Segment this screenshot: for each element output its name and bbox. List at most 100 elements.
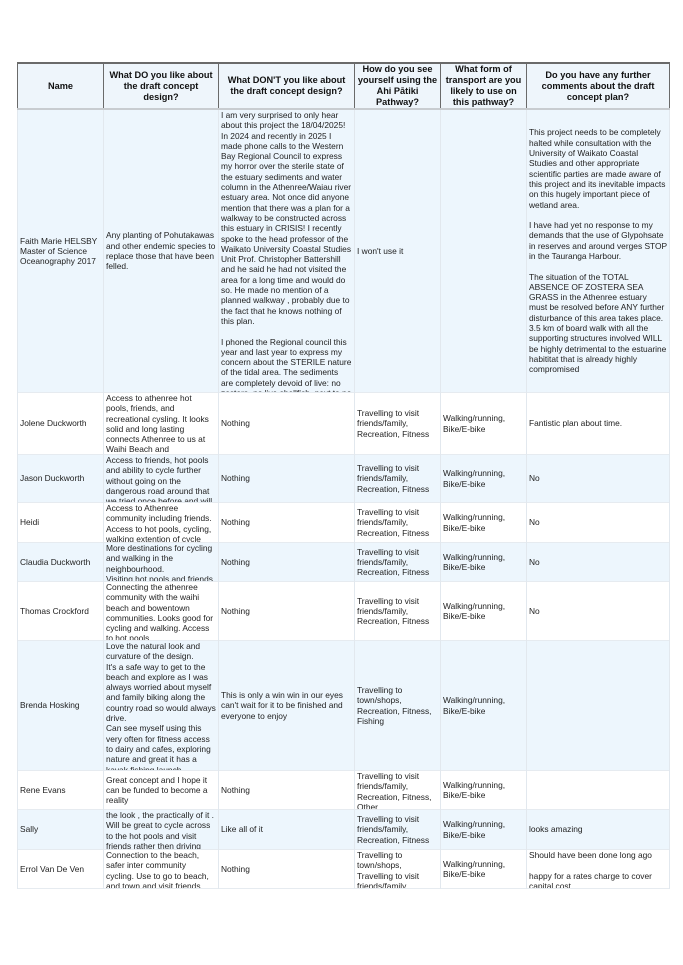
- comments-text: Fantistic plan about time.: [529, 418, 623, 429]
- cell-transport: Walking/running, Bike/E-bike: [440, 454, 527, 503]
- table-row: Thomas Crockford Connecting the athenree …: [17, 581, 670, 641]
- cell-dislike: This is only a win win in our eyes can't…: [218, 640, 355, 771]
- cell-dislike: Nothing: [218, 770, 355, 810]
- cell-comments: No: [526, 502, 670, 543]
- transport-text: Walking/running, Bike/E-bike: [443, 695, 506, 716]
- cell-like: Access to friends, hot pools and ability…: [103, 454, 219, 503]
- transport-text: Walking/running, Bike/E-bike: [443, 819, 506, 840]
- usage-text: Travelling to visit friends/family, Recr…: [357, 814, 430, 845]
- cell-name: Heidi: [17, 502, 104, 543]
- header-like: What DO you like about the draft concept…: [103, 62, 219, 110]
- usage-text: I won't use it: [357, 245, 404, 256]
- cell-usage: Travelling to visit friends/family, Recr…: [354, 770, 441, 810]
- cell-transport: Walking/running, Bike/E-bike: [440, 581, 527, 641]
- name-text: Claudia Duckworth: [20, 556, 91, 567]
- cell-dislike: Nothing: [218, 581, 355, 641]
- cell-like: Any planting of Pohutakawas and other en…: [103, 109, 219, 393]
- dislike-text: Nothing: [221, 863, 250, 874]
- like-text: Great concept and I hope it can be funde…: [106, 774, 208, 806]
- like-text: Access to friends, hot pools and ability…: [106, 455, 213, 502]
- name-text: Heidi: [20, 517, 40, 528]
- comments-text: looks amazing: [529, 824, 583, 835]
- cell-name: Faith Marie HELSBY Master of Science Oce…: [17, 109, 104, 393]
- table-row: Faith Marie HELSBY Master of Science Oce…: [17, 109, 670, 393]
- dislike-text: Nothing: [221, 556, 250, 567]
- name-text: Thomas Crockford: [20, 605, 89, 616]
- name-text: Jolene Duckworth: [20, 418, 87, 429]
- cell-transport: Walking/running, Bike/E-bike: [440, 502, 527, 543]
- name-text: Brenda Hosking: [20, 700, 80, 711]
- like-text: Love the natural look and curvature of t…: [106, 641, 216, 770]
- cell-dislike: Nothing: [218, 542, 355, 582]
- cell-transport: Walking/running, Bike/E-bike: [440, 809, 527, 850]
- like-text: Connecting the athenree community with t…: [106, 582, 214, 640]
- usage-text: Travelling to visit friends/family, Recr…: [357, 408, 430, 439]
- comments-text: No: [529, 517, 540, 528]
- cell-usage: Travelling to visit friends/family, Recr…: [354, 581, 441, 641]
- cell-comments: No: [526, 454, 670, 503]
- header-comments: Do you have any further comments about t…: [526, 62, 670, 110]
- transport-text: Walking/running, Bike/E-bike: [443, 512, 506, 533]
- cell-name: Errol Van De Ven: [17, 849, 104, 889]
- cell-name: Rene Evans: [17, 770, 104, 810]
- like-text: More destinations for cycling and walkin…: [106, 543, 216, 581]
- header-row: Name What DO you like about the draft co…: [17, 62, 670, 110]
- submissions-table: Name What DO you like about the draft co…: [17, 62, 670, 889]
- cell-like: Connection to the beach, safer inter com…: [103, 849, 219, 889]
- table-row: Brenda Hosking Love the natural look and …: [17, 640, 670, 771]
- usage-text: Travelling to visit friends/family, Recr…: [357, 463, 430, 494]
- dislike-text: Nothing: [221, 605, 250, 616]
- cell-usage: Travelling to visit friends/family, Recr…: [354, 809, 441, 850]
- cell-like: Access to Athenree community including f…: [103, 502, 219, 543]
- cell-usage: Travelling to visit friends/family, Recr…: [354, 392, 441, 455]
- like-text: Connection to the beach, safer inter com…: [106, 850, 209, 888]
- cell-comments: No: [526, 542, 670, 582]
- usage-text: Travelling to town/shops, Recreation, Fi…: [357, 684, 432, 726]
- table-row: Sally the look , the practically of it . …: [17, 809, 670, 850]
- dislike-text: This is only a win win in our eyes can't…: [221, 690, 343, 721]
- cell-usage: Travelling to visit friends/family, Recr…: [354, 502, 441, 543]
- cell-comments: Should have been done long ago happy for…: [526, 849, 670, 889]
- name-text: Jason Duckworth: [20, 473, 85, 484]
- header-transport: What form of transport are you likely to…: [440, 62, 527, 110]
- cell-usage: Travelling to visit friends/family, Recr…: [354, 454, 441, 503]
- cell-like: the look , the practically of it . Will …: [103, 809, 219, 850]
- header-dislike: What DON'T you like about the draft conc…: [218, 62, 355, 110]
- table-row: Errol Van De Ven Connection to the beach,…: [17, 849, 670, 889]
- name-text: Rene Evans: [20, 784, 66, 795]
- comments-text: No: [529, 556, 540, 567]
- cell-name: Brenda Hosking: [17, 640, 104, 771]
- table-row: Rene Evans Great concept and I hope it ca…: [17, 770, 670, 810]
- dislike-text: Nothing: [221, 784, 250, 795]
- transport-text: Walking/running, Bike/E-bike: [443, 858, 506, 879]
- cell-comments: [526, 770, 670, 810]
- comments-text: No: [529, 605, 540, 616]
- cell-usage: I won't use it: [354, 109, 441, 393]
- comments-text: No: [529, 473, 540, 484]
- cell-comments: Fantistic plan about time.: [526, 392, 670, 455]
- table-row: Jason Duckworth Access to friends, hot po…: [17, 454, 670, 503]
- cell-name: Claudia Duckworth: [17, 542, 104, 582]
- usage-text: Travelling to town/shops, Travelling to …: [357, 850, 420, 888]
- usage-text: Travelling to visit friends/family, Recr…: [357, 595, 430, 627]
- name-text: Sally: [20, 824, 39, 835]
- like-text: Access to athenree hot pools, friends, a…: [106, 393, 209, 454]
- cell-dislike: Nothing: [218, 454, 355, 503]
- dislike-text: I am very surprised to only hear about t…: [221, 110, 352, 392]
- cell-like: Connecting the athenree community with t…: [103, 581, 219, 641]
- cell-transport: Walking/running, Bike/E-bike: [440, 542, 527, 582]
- like-text: Access to Athenree community including f…: [106, 503, 212, 542]
- cell-name: Thomas Crockford: [17, 581, 104, 641]
- cell-comments: This project needs to be completely halt…: [526, 109, 670, 393]
- cell-usage: Travelling to town/shops, Recreation, Fi…: [354, 640, 441, 771]
- transport-text: Walking/running, Bike/E-bike: [443, 551, 506, 572]
- cell-comments: [526, 640, 670, 771]
- cell-dislike: Nothing: [218, 849, 355, 889]
- cell-name: Jolene Duckworth: [17, 392, 104, 455]
- header-usage: How do you see yourself using the Ahi Pā…: [354, 62, 441, 110]
- table-row: Jolene Duckworth Access to athenree hot p…: [17, 392, 670, 455]
- dislike-text: Nothing: [221, 517, 250, 528]
- name-text: Errol Van De Ven: [20, 863, 85, 874]
- cell-name: Jason Duckworth: [17, 454, 104, 503]
- dislike-text: Nothing: [221, 473, 250, 484]
